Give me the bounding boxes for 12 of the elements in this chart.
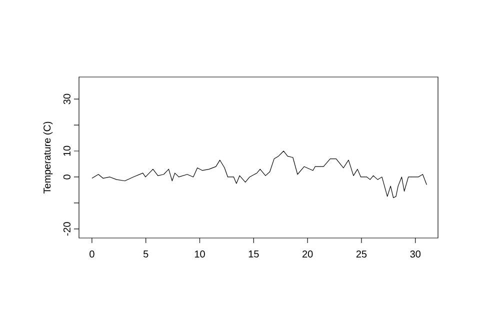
x-tick-label: 15 <box>248 250 259 258</box>
x-tick-label: 25 <box>356 250 367 258</box>
x-tick-label: 0 <box>90 250 94 258</box>
x-tick-label: 5 <box>143 250 148 258</box>
y-tick-label: 0 <box>63 174 70 180</box>
y-tick-label: -20 <box>63 222 70 236</box>
y-tick-label: 10 <box>63 146 70 156</box>
x-tick-label: 20 <box>302 250 313 258</box>
y-tick-label: 30 <box>63 94 70 104</box>
x-tick-label: 10 <box>194 250 205 258</box>
x-tick-label: 30 <box>410 250 421 258</box>
y-axis-title: Temperature (C) <box>43 122 53 194</box>
